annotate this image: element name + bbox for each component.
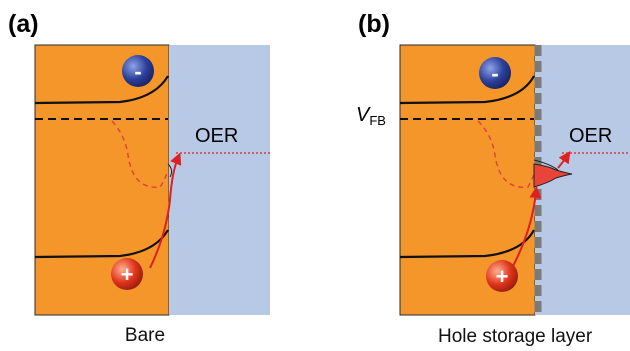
hole-ball-icon <box>111 258 143 290</box>
electron-charge: - <box>122 55 154 87</box>
valence-band-edge <box>399 229 535 259</box>
oer-label: OER <box>195 125 238 147</box>
oer-label: OER <box>569 125 612 147</box>
vfb-symbol: V <box>356 104 371 126</box>
surface-state <box>167 163 173 178</box>
panel-b-caption: Hole storage layer <box>438 326 593 347</box>
electron-sign: - <box>491 61 498 86</box>
hole-transfer-arrow-oer <box>557 151 571 169</box>
conduction-band-edge <box>399 75 535 105</box>
conduction-band-edge <box>34 75 169 105</box>
valence-band-edge <box>34 229 169 259</box>
surface-state-filled <box>533 163 573 188</box>
panel-b: (b) OER VFB - + <box>356 10 630 347</box>
hole-sign: + <box>121 262 134 287</box>
hole-sign: + <box>496 264 509 289</box>
hole-charge: + <box>486 260 518 292</box>
electron-ball-icon <box>479 57 511 89</box>
semiconductor-region <box>34 44 170 316</box>
panel-a: (a) OER - + Bare <box>8 10 270 346</box>
electron-charge: - <box>479 57 511 89</box>
electron-ball-icon <box>122 55 154 87</box>
hole-charge: + <box>111 258 143 290</box>
surface-state-outline <box>533 159 559 171</box>
vfb-subscript: FB <box>369 113 386 128</box>
hole-ball-icon <box>486 260 518 292</box>
panel-a-label: (a) <box>8 10 39 38</box>
hole-transfer-arrow <box>149 152 182 269</box>
vfb-label: VFB <box>356 104 386 128</box>
quasi-fermi-level <box>111 120 169 188</box>
panel-a-caption: Bare <box>125 325 165 346</box>
panel-b-label: (b) <box>358 10 390 38</box>
quasi-fermi-level <box>477 120 535 188</box>
electrolyte-region <box>169 45 270 315</box>
hole-transfer-arrow <box>511 186 542 269</box>
electron-sign: - <box>134 59 141 84</box>
